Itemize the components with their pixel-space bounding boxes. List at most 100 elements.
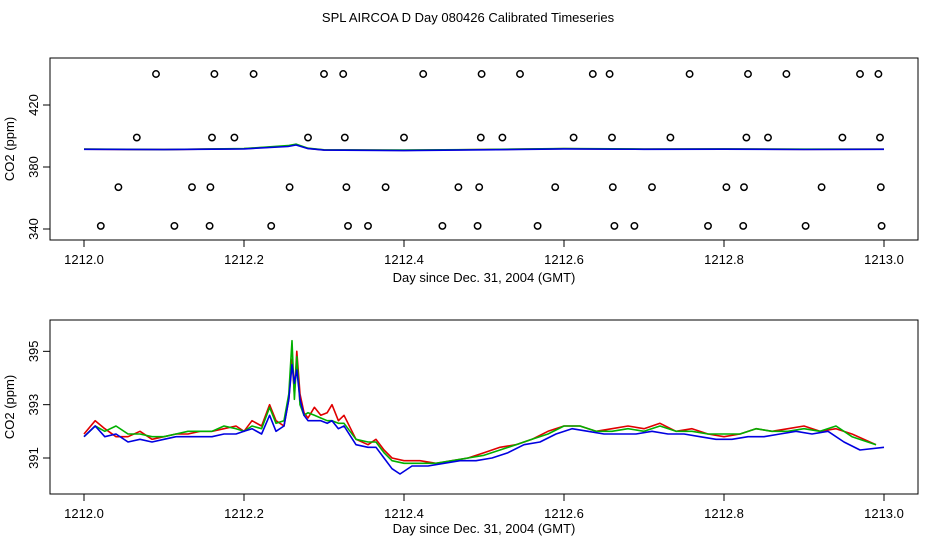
- calibration-point: [340, 133, 349, 142]
- calibration-point: [764, 133, 772, 142]
- calibration-point: [876, 133, 884, 142]
- calibration-point: [477, 70, 486, 78]
- calibration-point: [344, 221, 352, 230]
- calibration-point: [476, 133, 485, 142]
- y-tick-label: 380: [26, 156, 41, 178]
- calibration-point: [400, 133, 408, 142]
- calibration-point: [874, 70, 883, 78]
- x-tick-label: 1212.2: [224, 506, 264, 521]
- top-y-label: CO2 (ppm): [2, 117, 17, 181]
- x-tick-label: 1213.0: [864, 506, 904, 521]
- bottom-plot-frame: [49, 319, 919, 495]
- x-tick-label: 1212.0: [64, 506, 104, 521]
- calibration-point: [419, 70, 428, 78]
- calibration-point: [608, 133, 616, 142]
- calibration-point: [170, 221, 179, 230]
- calibration-point: [438, 221, 447, 230]
- calibration-point: [551, 183, 560, 192]
- calibration-point: [454, 183, 463, 192]
- top-y-axis: 340 380 420: [26, 94, 50, 240]
- calibration-point: [498, 133, 507, 142]
- calibration-point: [722, 183, 731, 192]
- top-x-axis: 1212.0 1212.2 1212.4 1212.6 1212.8 1213.0: [64, 240, 904, 267]
- calibration-point: [285, 183, 294, 192]
- calibration-point: [740, 183, 748, 192]
- calibration-point: [630, 221, 639, 230]
- calibration-point: [516, 70, 524, 78]
- x-tick-label: 1212.4: [384, 252, 424, 267]
- bottom-panel: 1212.0 1212.2 1212.4 1212.6 1212.8 1213.0 391…: [2, 319, 919, 536]
- calibration-point: [114, 183, 123, 192]
- calibration-point: [152, 70, 160, 78]
- calibration-point: [856, 70, 864, 78]
- series-line-green: [83, 339, 877, 465]
- calibration-point: [588, 70, 597, 78]
- x-tick-label: 1213.0: [864, 252, 904, 267]
- calibration-point: [739, 221, 748, 230]
- top-panel: 1212.0 1212.2 1212.4 1212.6 1212.8 1213.0 340…: [2, 57, 919, 285]
- calibration-point: [605, 70, 614, 78]
- y-tick-label: 340: [26, 218, 41, 240]
- calibration-point: [381, 183, 390, 192]
- y-tick-label: 420: [26, 94, 41, 116]
- calibration-point: [704, 221, 712, 230]
- calibration-point: [569, 133, 578, 142]
- series-line-blue: [83, 363, 885, 475]
- y-tick-label: 391: [26, 447, 41, 469]
- calibration-point: [304, 133, 312, 142]
- calibration-point: [744, 70, 752, 78]
- x-tick-label: 1212.8: [704, 252, 744, 267]
- calibration-point: [132, 133, 141, 142]
- calibration-point: [364, 221, 372, 230]
- x-tick-label: 1212.6: [544, 252, 584, 267]
- calibration-point: [685, 70, 694, 78]
- calibration-point: [188, 183, 196, 192]
- x-tick-label: 1212.0: [64, 252, 104, 267]
- calibration-point: [339, 70, 348, 78]
- calibration-point: [208, 133, 216, 142]
- x-tick-label: 1212.8: [704, 506, 744, 521]
- page-title: SPL AIRCOA D Day 080426 Calibrated Times…: [322, 10, 615, 25]
- calibration-point: [876, 183, 885, 192]
- calibration-point: [267, 221, 276, 230]
- x-tick-label: 1212.6: [544, 506, 584, 521]
- calibration-point: [533, 221, 542, 230]
- series-line-red: [83, 350, 877, 465]
- calibration-point: [666, 133, 675, 142]
- calibration-point: [320, 70, 328, 78]
- top-calibration-markers: [96, 70, 886, 230]
- calibration-point: [801, 221, 810, 230]
- calibration-point: [817, 183, 826, 192]
- calibration-point: [742, 133, 751, 142]
- series-line-blue: [83, 144, 885, 152]
- x-tick-label: 1212.4: [384, 506, 424, 521]
- bottom-series-lines: [83, 339, 885, 475]
- y-tick-label: 395: [26, 340, 41, 362]
- calibration-point: [96, 221, 105, 230]
- calibration-point: [206, 183, 215, 192]
- calibration-point: [230, 133, 239, 142]
- calibration-point: [782, 70, 791, 78]
- top-x-label: Day since Dec. 31, 2004 (GMT): [393, 270, 576, 285]
- calibration-point: [877, 221, 886, 230]
- calibration-point: [838, 133, 847, 142]
- y-tick-label: 393: [26, 394, 41, 416]
- bottom-y-label: CO2 (ppm): [2, 375, 17, 439]
- calibration-point: [608, 183, 617, 192]
- calibration-point: [249, 70, 258, 78]
- x-tick-label: 1212.2: [224, 252, 264, 267]
- calibration-point: [210, 70, 219, 78]
- calibration-point: [475, 183, 484, 192]
- bottom-y-axis: 391 393 395: [26, 340, 50, 469]
- calibration-point: [648, 183, 656, 192]
- top-plot-frame: [49, 57, 919, 241]
- calibration-point: [342, 183, 351, 192]
- calibration-point: [205, 221, 214, 230]
- top-series-lines: [83, 143, 885, 152]
- calibration-point: [473, 221, 482, 230]
- calibration-point: [610, 221, 619, 230]
- bottom-x-axis: 1212.0 1212.2 1212.4 1212.6 1212.8 1213.0: [64, 494, 904, 521]
- bottom-x-label: Day since Dec. 31, 2004 (GMT): [393, 521, 576, 536]
